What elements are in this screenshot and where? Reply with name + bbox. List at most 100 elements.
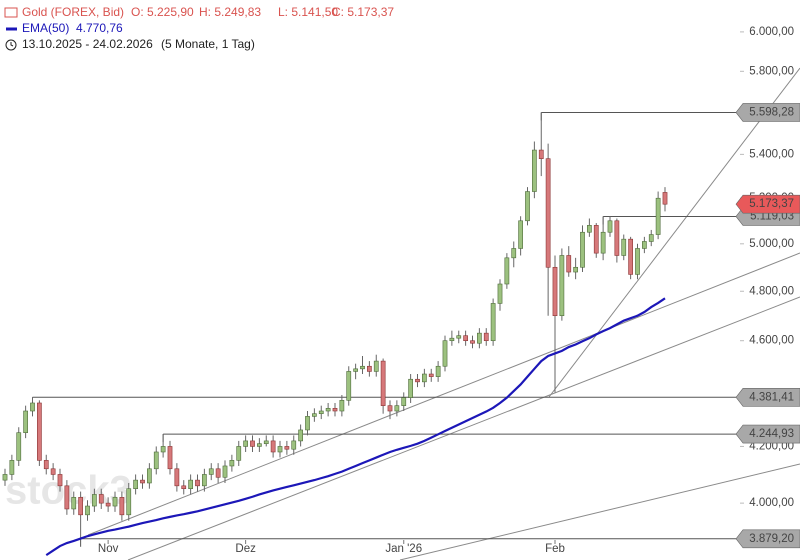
candle-body (490, 303, 496, 342)
trendline (399, 463, 800, 560)
candle-body (50, 468, 56, 475)
candle-body (648, 234, 654, 242)
y-tick-label: 4.000,00 (749, 497, 794, 509)
ohlc-high: H: 5.249,83 (199, 5, 261, 19)
candle-body (243, 440, 248, 447)
y-tick-label: 5.800,00 (749, 65, 794, 77)
candle-body (174, 468, 180, 487)
candle-body (222, 465, 228, 478)
header: Gold (FOREX, Bid) O: 5.225,90 H: 5.249,8… (4, 5, 394, 51)
candle-body (477, 332, 482, 344)
x-axis: Nov Dez Jan '26 Feb (98, 540, 565, 555)
x-tick-label: Jan '26 (385, 543, 422, 555)
candle-body (497, 283, 503, 304)
price-tag (735, 424, 800, 444)
candle-body (9, 460, 15, 475)
candle-body (552, 266, 558, 317)
candle-body (105, 502, 111, 507)
candle-body (85, 505, 90, 516)
candle-body (195, 479, 200, 487)
candle-body (284, 446, 290, 450)
candle-body (2, 474, 8, 481)
candle-body (587, 225, 592, 233)
price-tag (735, 529, 800, 549)
candle-body (360, 365, 365, 370)
y-tick-label: 5.400,00 (749, 148, 794, 160)
candle-body (525, 191, 530, 222)
candle-body (642, 241, 647, 249)
y-tick-label: 4.800,00 (749, 285, 794, 297)
candle-body (23, 410, 28, 433)
candle-body (662, 192, 668, 205)
clock-hands (10, 42, 14, 47)
candle-body (387, 405, 393, 412)
candle-body (153, 451, 159, 470)
candle-body (298, 429, 303, 442)
candle-body (277, 446, 283, 453)
candle-body (332, 408, 338, 412)
candle-body (167, 446, 173, 470)
ohlc-low: L: 5.141,50 (278, 5, 338, 19)
candle-body (408, 378, 413, 398)
candle-body (147, 468, 152, 484)
candle-body (236, 446, 242, 461)
candle-body (188, 479, 193, 489)
candle-body (133, 479, 138, 489)
candle-body (353, 368, 358, 372)
candle-body (463, 335, 468, 342)
candles (2, 112, 668, 539)
tags: 5.598,28 5.119,03 4.381,41 4.244,93 3.879,20… (735, 103, 800, 549)
candle-body (655, 197, 661, 235)
ohlc-open: O: 5.225,90 (131, 5, 194, 19)
candle-body (511, 248, 517, 259)
trendlines (87, 67, 800, 560)
candle-body (483, 332, 489, 342)
price-tag-label: 5.173,37 (749, 198, 794, 210)
candle-body (422, 373, 427, 383)
candle-body (119, 497, 125, 516)
x-tick-label: Nov (98, 543, 119, 555)
price-tag-label: 4.244,93 (749, 428, 794, 440)
legend-value: 4.770,76 (76, 21, 123, 35)
candle-body (208, 468, 214, 475)
candle-body (270, 440, 276, 453)
y-tick-label: 6.000,00 (749, 26, 794, 38)
candle-body (373, 360, 379, 372)
price-tag-label: 5.598,28 (749, 106, 794, 118)
candle-body (394, 405, 400, 412)
overlay (45, 297, 666, 557)
candle-body (367, 365, 372, 372)
candle-body (263, 440, 269, 444)
candle-body (545, 158, 551, 268)
candle-body (600, 231, 606, 254)
candle-body (442, 340, 448, 367)
trendline (548, 67, 800, 398)
icon (4, 7, 18, 18)
candle-body (325, 408, 331, 412)
candle-body (202, 474, 207, 487)
candle-body (43, 460, 49, 470)
candle-body (621, 238, 627, 256)
candle-body (257, 443, 262, 447)
price-tag (735, 194, 800, 214)
interval: (5 Monate, 1 Tag) (161, 37, 255, 51)
candle-body (470, 340, 475, 344)
candle-body (401, 397, 407, 406)
ema-line (45, 297, 666, 557)
legend-label: EMA(50) (22, 21, 69, 35)
y-tick-label: 4.600,00 (749, 335, 794, 347)
candle-body (64, 485, 70, 510)
price-tag (735, 103, 800, 122)
candle-body (305, 416, 310, 431)
candle-body (181, 485, 187, 489)
price-tag-label: 5.119,03 (750, 210, 794, 222)
candle-body (580, 231, 585, 268)
price-tag (735, 387, 800, 407)
candle-body (559, 255, 565, 317)
candle-body (16, 432, 22, 461)
trendline (87, 252, 800, 536)
x-tick-label: Dez (235, 543, 256, 555)
candle-body (628, 238, 633, 275)
